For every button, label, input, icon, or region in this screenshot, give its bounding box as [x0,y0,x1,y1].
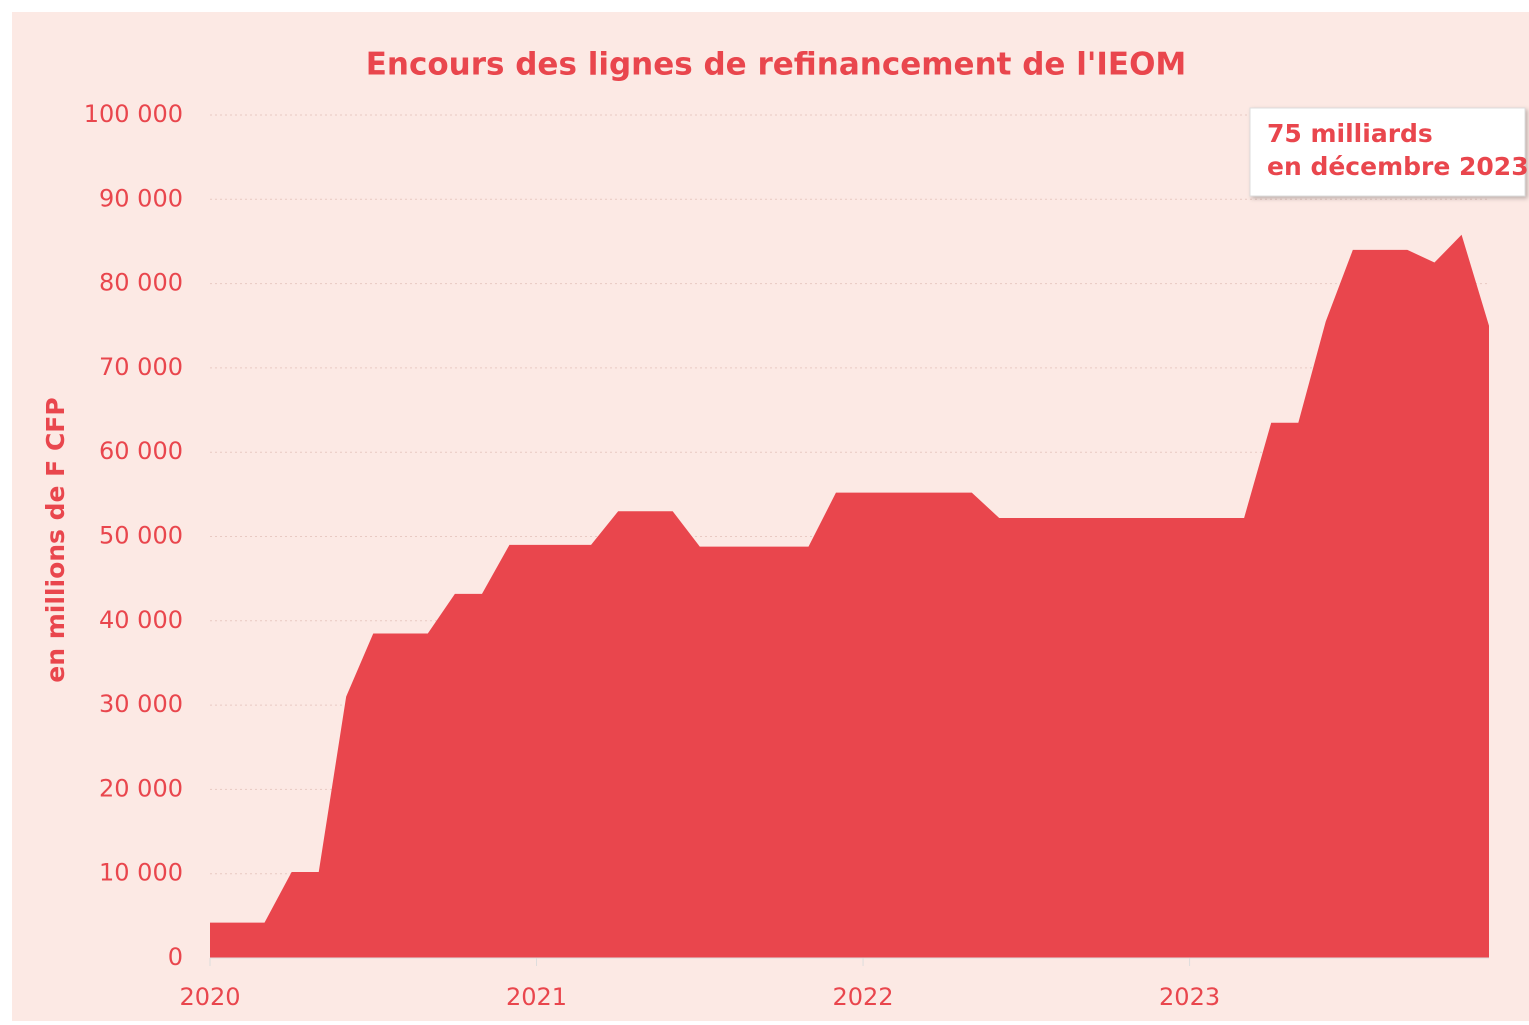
y-tick-label: 60 000 [99,437,183,465]
y-tick-label: 100 000 [84,100,183,128]
y-axis-label: en millions de F CFP [41,397,70,682]
y-tick-label: 30 000 [99,690,183,718]
y-tick-label: 0 [168,943,183,971]
x-tick-label: 2021 [506,983,567,1011]
x-tick-label: 2023 [1159,983,1220,1011]
y-tick-label: 80 000 [99,269,183,297]
annotation-text: 75 milliards [1267,119,1433,148]
y-tick-label: 10 000 [99,859,183,887]
y-tick-label: 50 000 [99,522,183,550]
x-tick-label: 2022 [833,983,894,1011]
annotation-box [1249,107,1526,197]
chart-title: Encours des lignes de refinancement de l… [366,47,1187,83]
y-tick-label: 20 000 [99,774,183,802]
y-tick-label: 90 000 [99,184,183,212]
area [210,234,1489,958]
x-tick-label: 2020 [179,983,240,1011]
y-tick-label: 40 000 [99,606,183,634]
annotation-text: en décembre 2023 [1267,152,1529,181]
y-tick-label: 70 000 [99,353,183,381]
